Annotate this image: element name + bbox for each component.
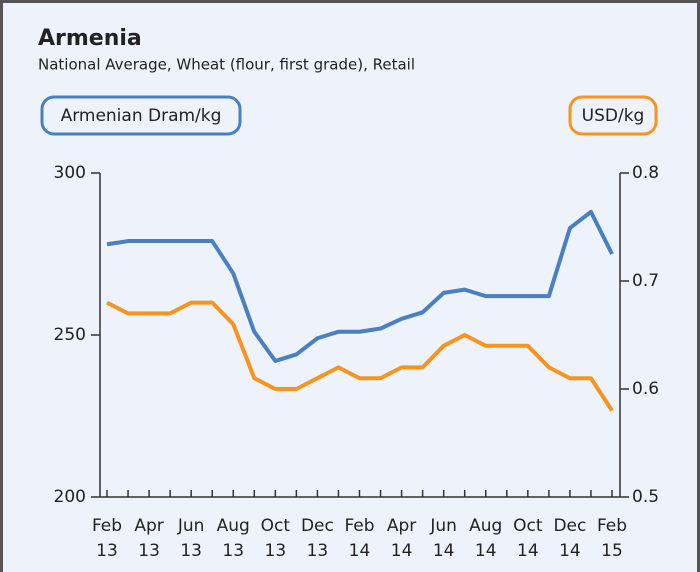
legend-label: USD/kg (582, 106, 645, 126)
legend-box (568, 95, 658, 136)
y2-tick-label: 0.5 (632, 487, 659, 507)
legend-box (40, 95, 242, 136)
x-tick-label: Dec 14 (553, 516, 586, 561)
y-tick-label: 250 (54, 325, 86, 345)
x-tick-label: Jun 14 (429, 516, 457, 561)
y2-tick-label: 0.6 (632, 379, 659, 399)
y2-tick-label: 0.7 (632, 271, 659, 291)
x-tick-label: Dec 13 (301, 516, 334, 561)
x-tick-label: Apr 13 (134, 516, 163, 561)
x-tick-label: Oct 14 (513, 516, 543, 561)
series-line (106, 300, 614, 412)
x-tick-label: Feb 14 (344, 516, 374, 561)
x-tick-label: Aug 14 (469, 516, 502, 561)
y-tick-label: 300 (54, 163, 86, 183)
x-tick-label: Feb 13 (92, 516, 122, 561)
legend-label: Armenian Dram/kg (61, 106, 222, 126)
x-tick-label: Aug 13 (217, 516, 250, 561)
x-tick-label: Feb 15 (597, 516, 627, 561)
chart-title: Armenia (38, 26, 142, 51)
x-tick-label: Jun 13 (177, 516, 205, 561)
x-tick-label: Oct 13 (261, 516, 291, 561)
y2-tick-label: 0.8 (632, 163, 659, 183)
y-tick-label: 200 (54, 487, 86, 507)
x-tick-label: Apr 14 (387, 516, 416, 561)
series-line (106, 209, 614, 363)
chart-subtitle: National Average, Wheat (flour, first gr… (38, 56, 415, 74)
